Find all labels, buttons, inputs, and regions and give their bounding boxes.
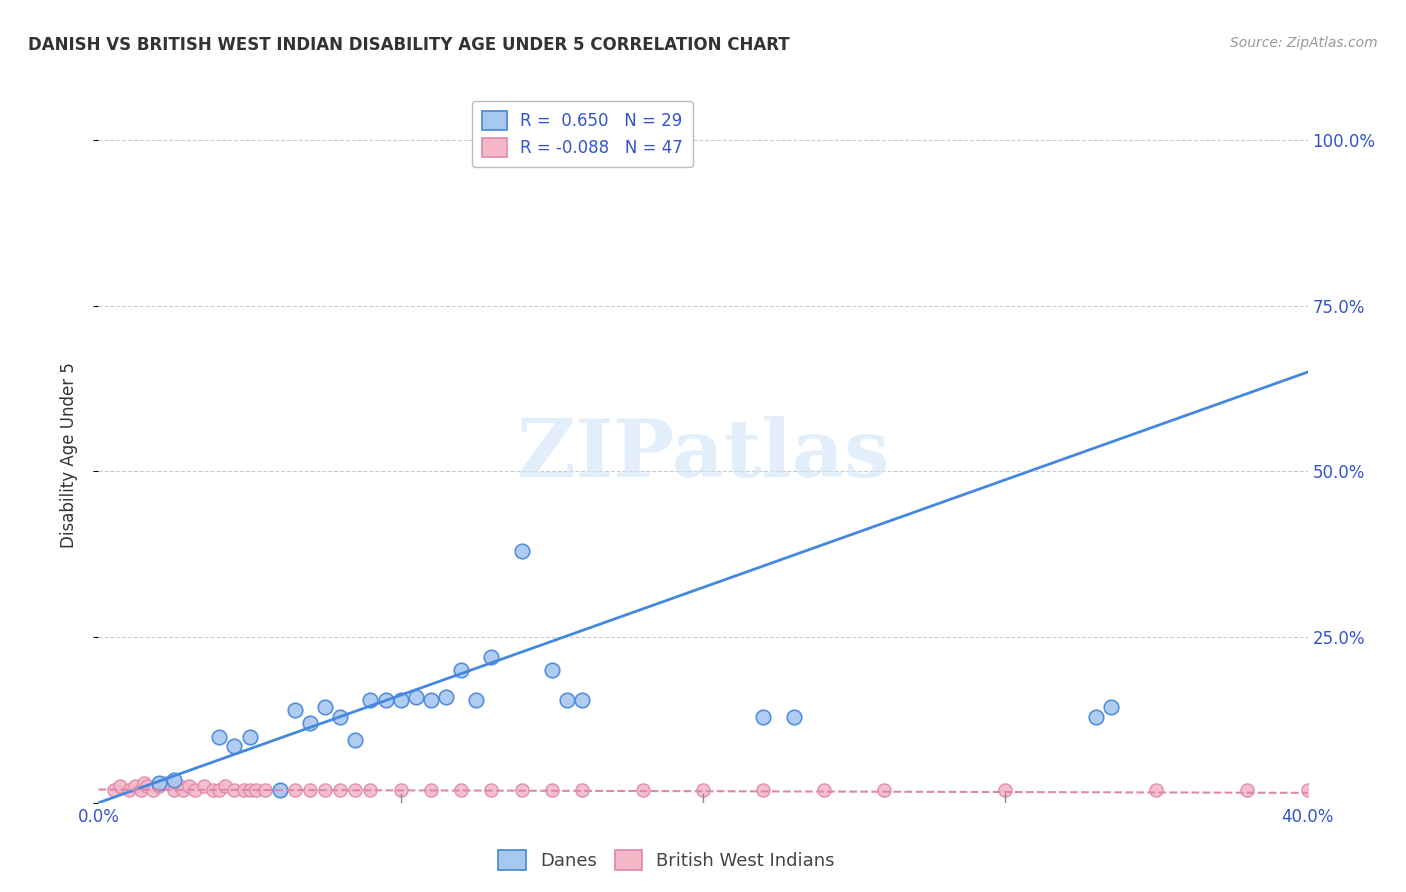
Point [118,782,141,797]
Point [269,782,291,797]
Point [783,709,806,723]
Point [163,772,186,787]
Point [510,782,533,797]
Point [269,782,291,797]
Point [208,730,231,744]
Point [344,732,367,747]
Point [450,782,472,797]
Point [510,544,533,558]
Text: ZIPatlas: ZIPatlas [517,416,889,494]
Point [360,693,382,707]
Text: DANISH VS BRITISH WEST INDIAN DISABILITY AGE UNDER 5 CORRELATION CHART: DANISH VS BRITISH WEST INDIAN DISABILITY… [28,36,790,54]
Point [450,663,472,677]
Point [540,663,562,677]
Point [299,716,322,731]
Point [555,693,578,707]
Point [163,782,186,797]
Point [214,779,236,793]
Point [344,782,367,797]
Point [129,782,152,797]
Point [434,690,457,704]
Point [202,782,225,797]
Point [153,776,176,790]
Point [1296,782,1319,797]
Point [232,782,254,797]
Point [148,779,170,793]
Point [329,709,352,723]
Point [1099,699,1122,714]
Point [374,693,396,707]
Point [179,779,201,793]
Text: Source: ZipAtlas.com: Source: ZipAtlas.com [1230,36,1378,50]
Point [405,690,427,704]
Point [224,782,246,797]
Point [571,693,593,707]
Point [420,693,443,707]
Point [631,782,654,797]
Point [813,782,835,797]
Point [142,782,165,797]
Point [253,782,276,797]
Legend: Danes, British West Indians: Danes, British West Indians [491,843,842,877]
Point [172,782,194,797]
Point [108,779,131,793]
Point [465,693,488,707]
Point [193,779,215,793]
Point [360,782,382,797]
Point [540,782,562,797]
Point [245,782,267,797]
Point [994,782,1017,797]
Point [132,776,155,790]
Point [284,782,307,797]
Point [239,730,262,744]
Point [103,782,125,797]
Point [481,650,503,665]
Point [208,782,231,797]
Point [692,782,714,797]
Point [329,782,352,797]
Point [169,779,191,793]
Point [239,782,262,797]
Point [314,782,336,797]
Point [389,782,412,797]
Point [148,776,170,790]
Point [752,782,775,797]
Point [314,699,336,714]
Point [389,693,412,707]
Point [1236,782,1258,797]
Point [135,779,157,793]
Point [420,782,443,797]
Point [284,703,307,717]
Point [124,779,146,793]
Point [224,739,246,754]
Point [299,782,322,797]
Point [571,782,593,797]
Point [184,782,207,797]
Point [752,709,775,723]
Point [481,782,503,797]
Point [1144,782,1167,797]
Point [1085,709,1108,723]
Y-axis label: Disability Age Under 5: Disability Age Under 5 [59,362,77,548]
Point [873,782,896,797]
